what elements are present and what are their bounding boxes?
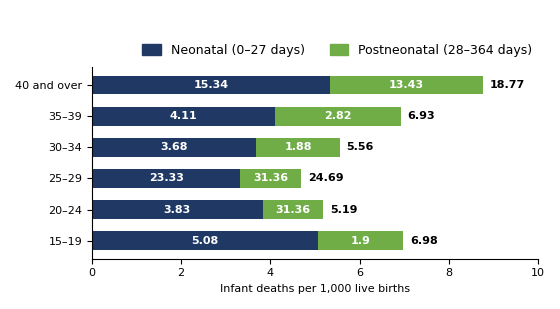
Text: 6.98: 6.98: [410, 236, 438, 246]
Text: 6.93: 6.93: [408, 111, 435, 121]
Bar: [92, 169, 240, 188]
X-axis label: Infant deaths per 1,000 live births: Infant deaths per 1,000 live births: [220, 284, 410, 294]
Bar: [240, 169, 301, 188]
Text: 5.08: 5.08: [192, 236, 219, 246]
Legend: Neonatal (0–27 days), Postneonatal (28–364 days): Neonatal (0–27 days), Postneonatal (28–3…: [137, 39, 538, 62]
Bar: [330, 76, 483, 95]
Text: 5.19: 5.19: [330, 205, 358, 214]
Text: 1.9: 1.9: [351, 236, 371, 246]
Text: 23.33: 23.33: [149, 173, 184, 184]
Bar: [92, 138, 256, 157]
Bar: [92, 200, 263, 219]
Bar: [256, 138, 340, 157]
Text: 18.77: 18.77: [490, 80, 525, 90]
Text: 5.56: 5.56: [347, 142, 374, 152]
Bar: [92, 107, 275, 125]
Text: 15.34: 15.34: [193, 80, 228, 90]
Bar: [275, 107, 401, 125]
Text: 24.69: 24.69: [308, 173, 343, 184]
Text: 3.68: 3.68: [160, 142, 188, 152]
Text: 13.43: 13.43: [389, 80, 424, 90]
Text: 2.82: 2.82: [324, 111, 352, 121]
Text: 3.83: 3.83: [164, 205, 191, 214]
Text: 1.88: 1.88: [284, 142, 312, 152]
Bar: [263, 200, 324, 219]
Bar: [92, 231, 319, 250]
Text: 4.11: 4.11: [170, 111, 197, 121]
Text: 31.36: 31.36: [276, 205, 311, 214]
Bar: [92, 76, 330, 95]
Text: 31.36: 31.36: [253, 173, 288, 184]
Bar: [319, 231, 403, 250]
